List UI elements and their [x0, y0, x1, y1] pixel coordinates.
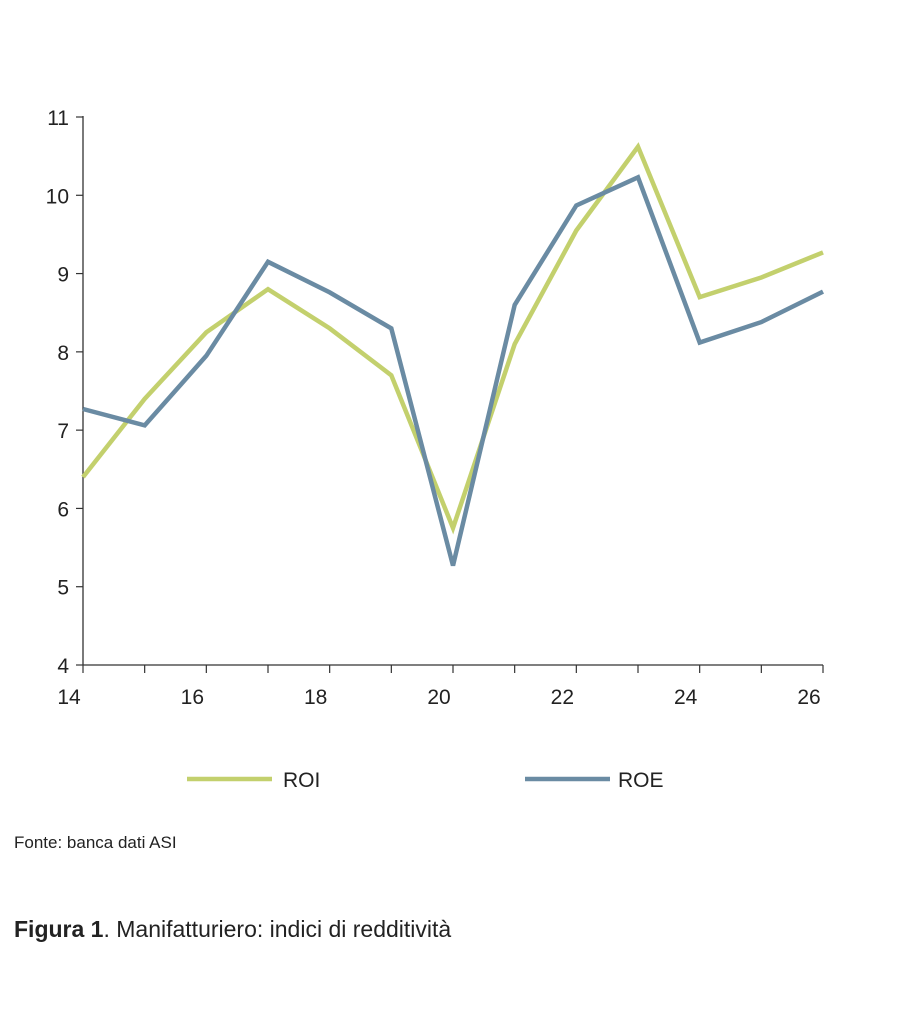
series-line-roe	[82, 174, 824, 567]
x-tick-label: 20	[427, 686, 450, 709]
figure-title: . Manifatturiero: indici di redditività	[103, 916, 452, 942]
series-line-roi	[81, 142, 824, 535]
y-tick-label: 11	[47, 107, 69, 130]
x-tick-label: 26	[797, 686, 820, 709]
figure-number: Figura 1	[14, 916, 104, 942]
legend: ROI ROE	[187, 769, 664, 792]
y-tick-label: 4	[57, 655, 69, 678]
chart: 4 5 6 7 8 9 10 11 14 16 18 20 22 24 26 ROI ROE	[46, 107, 824, 792]
y-tick-label: 9	[57, 264, 69, 287]
y-tick-label: 8	[57, 342, 69, 365]
figure-caption: Figura 1. Manifatturiero: indici di redd…	[14, 916, 451, 943]
x-tick-label: 22	[551, 686, 574, 709]
legend-label-roi: ROI	[283, 769, 320, 792]
x-tick-label: 18	[304, 686, 327, 709]
y-tick-label: 7	[57, 420, 69, 443]
source-note: Fonte: banca dati ASI	[14, 833, 177, 852]
series-lines	[81, 142, 824, 567]
y-tick-label: 5	[57, 577, 69, 600]
axes: 4 5 6 7 8 9 10 11 14 16 18 20 22 24 26	[46, 107, 824, 709]
x-tick-label: 16	[181, 686, 204, 709]
x-tick-label: 24	[674, 686, 698, 709]
y-tick-label: 6	[57, 498, 69, 521]
legend-label-roe: ROE	[618, 769, 664, 792]
y-tick-label: 10	[46, 185, 69, 208]
x-tick-label: 14	[57, 686, 81, 709]
